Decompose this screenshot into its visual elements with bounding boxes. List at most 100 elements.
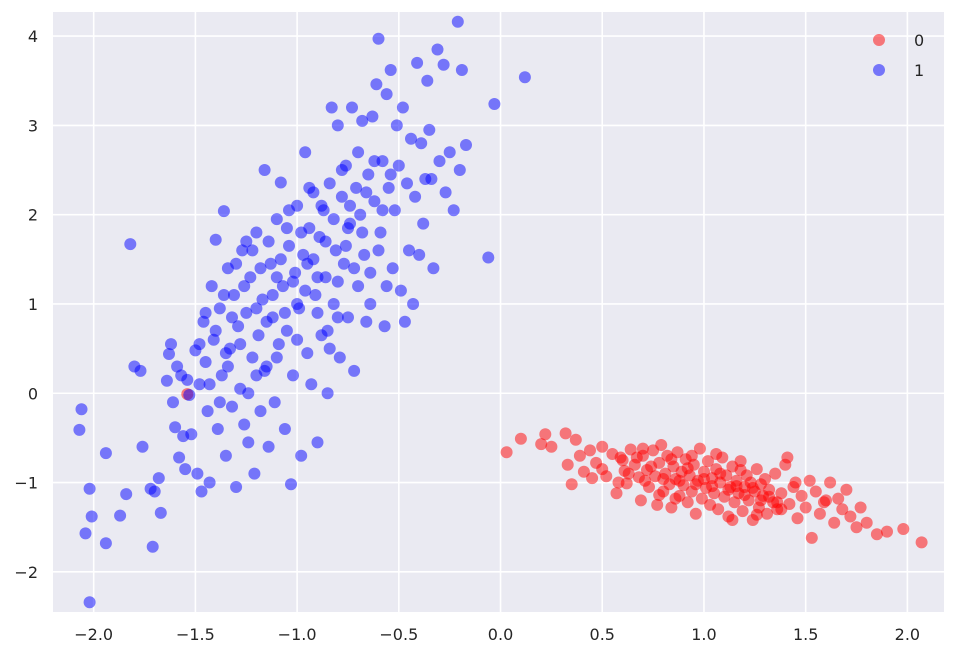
series-1-point bbox=[415, 137, 428, 150]
series-1-point bbox=[398, 315, 411, 328]
series-0-point bbox=[746, 481, 759, 494]
series-0-point bbox=[844, 510, 857, 523]
series-0-point bbox=[561, 458, 574, 471]
series-1-point bbox=[305, 378, 318, 391]
series-0-point bbox=[612, 476, 625, 489]
series-1-point bbox=[252, 329, 265, 342]
series-1-point bbox=[352, 146, 365, 159]
series-1-point bbox=[331, 311, 344, 324]
series-1-point bbox=[386, 262, 399, 275]
series-1-point bbox=[217, 289, 230, 301]
series-0-point bbox=[706, 480, 719, 493]
series-1-point bbox=[405, 132, 417, 145]
series-1-point bbox=[83, 596, 96, 609]
x-tick-label: 0.5 bbox=[590, 625, 615, 644]
series-0-point bbox=[850, 521, 863, 534]
series-0-point bbox=[577, 465, 590, 478]
series-0-point bbox=[897, 523, 910, 535]
series-0-point bbox=[710, 448, 723, 460]
series-1-point bbox=[331, 119, 344, 132]
series-1-points bbox=[73, 15, 531, 609]
series-0-point bbox=[653, 489, 666, 501]
series-0-point bbox=[736, 505, 749, 518]
series-1-point bbox=[382, 181, 395, 194]
series-1-point bbox=[136, 440, 149, 453]
series-1-point bbox=[250, 226, 263, 239]
series-1-point bbox=[331, 275, 344, 288]
series-1-point bbox=[327, 213, 340, 226]
series-1-point bbox=[169, 421, 182, 434]
legend-label-1: 1 bbox=[914, 61, 924, 80]
series-1-point bbox=[453, 164, 466, 176]
x-tick-label: −0.5 bbox=[379, 625, 418, 644]
series-0-point bbox=[824, 476, 837, 489]
series-1-point bbox=[219, 347, 232, 360]
y-tick-label: −1 bbox=[14, 474, 38, 493]
series-1-point bbox=[352, 280, 365, 293]
series-1-point bbox=[242, 436, 255, 449]
series-1-point bbox=[238, 418, 251, 431]
series-1-point bbox=[165, 338, 177, 351]
series-0-point bbox=[881, 525, 893, 538]
series-0-point bbox=[775, 487, 788, 500]
y-tick-label: 4 bbox=[28, 27, 38, 46]
series-0-point bbox=[655, 439, 668, 451]
series-0-point bbox=[596, 440, 609, 453]
series-1-point bbox=[455, 64, 468, 76]
series-1-point bbox=[254, 405, 267, 418]
series-1-point bbox=[390, 119, 403, 132]
series-1-point bbox=[323, 177, 336, 190]
series-1-point bbox=[321, 387, 334, 400]
series-1-point bbox=[262, 440, 275, 453]
series-0-point bbox=[734, 455, 747, 468]
series-0-point bbox=[759, 473, 771, 485]
series-1-point bbox=[148, 485, 161, 498]
series-0-point bbox=[639, 474, 651, 487]
series-1-point bbox=[335, 164, 348, 176]
series-1-point bbox=[83, 482, 96, 495]
series-1-point bbox=[193, 338, 206, 351]
series-1-point bbox=[207, 333, 220, 346]
series-1-point bbox=[213, 396, 226, 409]
series-1-point bbox=[311, 306, 324, 319]
series-1-point bbox=[291, 298, 304, 310]
series-1-point bbox=[437, 58, 450, 71]
series-1-point bbox=[114, 509, 127, 522]
series-1-point bbox=[411, 56, 424, 69]
series-0-point bbox=[761, 507, 773, 520]
series-1-point bbox=[217, 205, 230, 218]
series-1-point bbox=[301, 257, 314, 270]
series-0-point bbox=[622, 467, 635, 480]
series-0-point bbox=[813, 507, 826, 520]
series-1-point bbox=[167, 396, 179, 409]
series-1-point bbox=[401, 177, 413, 190]
series-1-point bbox=[285, 478, 297, 491]
series-1-point bbox=[423, 123, 436, 136]
series-1-point bbox=[325, 101, 338, 114]
series-1-point bbox=[460, 139, 472, 151]
series-0-point bbox=[805, 531, 818, 544]
series-0-point bbox=[569, 433, 582, 446]
series-1-point bbox=[413, 248, 426, 261]
series-1-point bbox=[283, 239, 295, 252]
series-0-point bbox=[726, 514, 739, 526]
series-1-point bbox=[291, 333, 304, 346]
series-1-point bbox=[327, 298, 340, 310]
series-1-point bbox=[240, 235, 253, 248]
series-0-point bbox=[693, 442, 706, 455]
series-1-point bbox=[226, 400, 238, 413]
series-0-point bbox=[809, 485, 822, 498]
series-1-point bbox=[75, 403, 88, 416]
x-tick-label: −1.5 bbox=[176, 625, 215, 644]
series-1-point bbox=[339, 239, 352, 252]
series-1-point bbox=[443, 146, 456, 159]
series-1-point bbox=[185, 428, 198, 441]
series-1-point bbox=[154, 506, 167, 519]
series-0-point bbox=[665, 501, 678, 514]
series-1-point bbox=[348, 262, 361, 275]
series-0-point bbox=[689, 507, 702, 520]
series-1-point bbox=[226, 311, 238, 324]
series-1-point bbox=[272, 338, 285, 351]
series-0-point bbox=[545, 440, 558, 453]
